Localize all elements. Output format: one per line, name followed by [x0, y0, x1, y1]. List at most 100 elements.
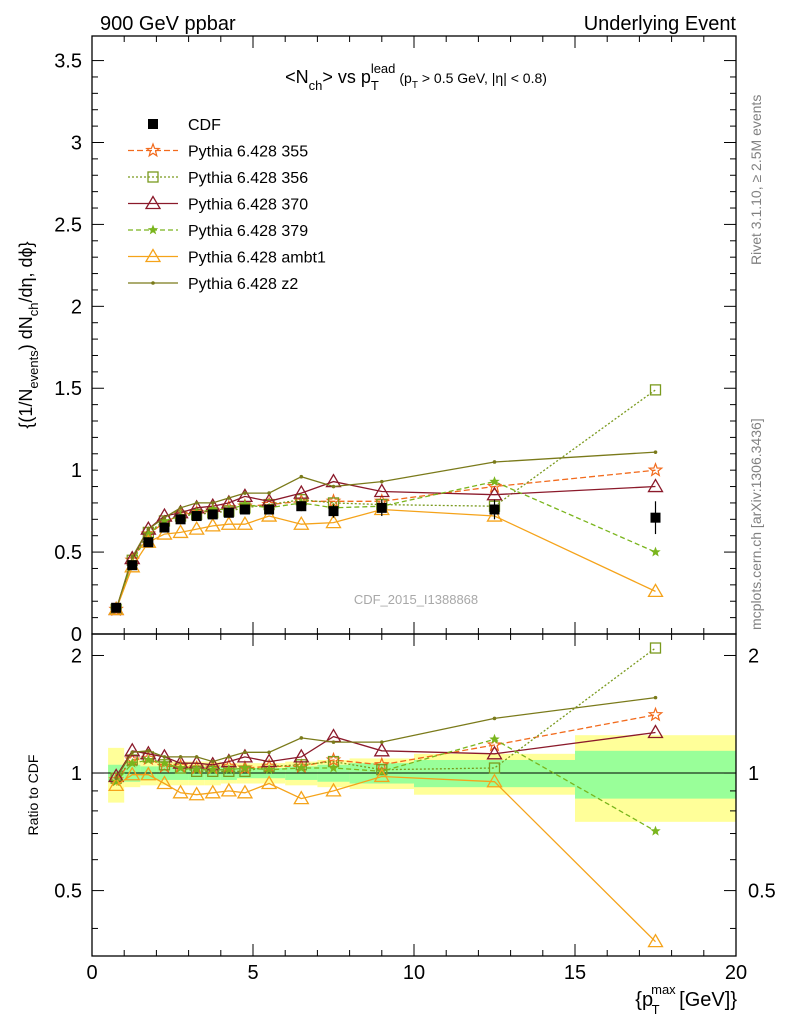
ratio-series-point [114, 776, 118, 781]
data-point [175, 514, 186, 525]
legend-marker [144, 195, 162, 210]
ratio-series-point [489, 733, 500, 744]
series-point [647, 461, 664, 477]
legend-marker [151, 281, 155, 285]
main-ytick-label: 3.5 [54, 51, 82, 73]
main-ytick-label: 2.5 [54, 214, 82, 236]
legend-item-0: CDF [148, 117, 221, 134]
main-ytick-label: 0 [71, 624, 82, 646]
series-point [143, 528, 154, 539]
data-point [207, 509, 218, 520]
ratio-series-point [293, 748, 310, 763]
legend-item-2: Pythia 6.428 356 [128, 170, 308, 187]
legend-label: Pythia 6.428 370 [188, 197, 308, 214]
series-point [207, 504, 218, 514]
ratio-series-point [650, 825, 661, 836]
series-point [236, 515, 254, 530]
ratio-series-point [108, 777, 125, 791]
ratio-series-point [380, 740, 384, 744]
series-point [130, 555, 135, 559]
series-point [227, 496, 231, 500]
ratio-ytick-label-right: 2 [748, 645, 759, 667]
ratio-ylabel: Ratio to CDF [25, 755, 41, 836]
ratio-series-point [647, 706, 664, 722]
ratio-series-point [239, 762, 251, 773]
ratio-series-point [124, 742, 141, 757]
data-point [650, 512, 661, 523]
series-point [194, 501, 199, 505]
ratio-ytick-label-right: 0.5 [748, 881, 776, 903]
main-series-6 [114, 450, 658, 612]
side-text-bottom: mcplots.cern.ch [arXiv:1306.3436] [748, 418, 764, 630]
ratio-series-point [220, 782, 237, 797]
ratio-series-point [373, 742, 390, 757]
ratio-series-point [162, 755, 167, 759]
legend-marker [148, 119, 158, 129]
ratio-series-point [130, 750, 135, 755]
xtick-label: 20 [725, 962, 747, 984]
main-ytick-label: 0.5 [54, 542, 82, 564]
ratio-ytick-label: 1 [71, 763, 82, 785]
series-point [380, 479, 384, 484]
main-ytick-label: 1 [71, 460, 82, 482]
series-point [373, 483, 390, 498]
series-point [267, 491, 271, 495]
ratio-series-point [146, 749, 151, 753]
ratio-series-point [293, 790, 310, 805]
ratio-ytick-label-right: 1 [748, 763, 759, 785]
series-point [486, 478, 503, 494]
ratio-series-point [194, 755, 199, 759]
legend-label: Pythia 6.428 379 [188, 223, 308, 240]
ratio-series-point [175, 762, 186, 773]
series-point [489, 476, 500, 487]
series-point [172, 524, 189, 539]
data-point [296, 501, 307, 512]
ratio-series-point [236, 784, 254, 799]
ratio-series-point [488, 762, 501, 774]
ratio-series-point [492, 716, 497, 721]
ratio-ytick-label: 0.5 [54, 881, 82, 903]
ratio-series-point [486, 773, 503, 788]
series-line [115, 469, 656, 610]
main-ylabel: {(1/Nevents) dNch/dη, dϕ} [16, 241, 41, 428]
series-point [210, 501, 215, 505]
series-point [653, 450, 658, 454]
ratio-series-point [373, 768, 390, 783]
ratio-series-point [172, 784, 189, 799]
series-point [188, 520, 205, 535]
series-point [239, 499, 251, 509]
ratio-series-point [649, 642, 662, 654]
ratio-series-point [299, 736, 304, 740]
legend-marker [145, 142, 161, 158]
ratio-series-point [328, 762, 339, 773]
legend-item-3: Pythia 6.428 370 [128, 195, 308, 214]
legend-item-6: Pythia 6.428 z2 [128, 276, 298, 293]
ratio-series-point [223, 764, 235, 775]
ratio-series-point [647, 724, 664, 739]
series-point [299, 474, 304, 479]
legend-marker [147, 171, 159, 183]
data-point [264, 504, 275, 515]
data-point [239, 504, 250, 515]
ratio-series-point [260, 775, 278, 790]
ratio-panel-frame: 0.5 0.51 12 20 5 10 15 20 [54, 633, 776, 984]
ratio-series-point [647, 933, 664, 948]
series-point [331, 484, 336, 489]
ratio-ytick-label: 2 [71, 645, 82, 667]
ratio-band-stat-14 [575, 750, 736, 799]
ratio-series-point [156, 775, 173, 790]
series-point [156, 525, 173, 540]
data-point [489, 504, 500, 515]
data-point [328, 506, 339, 517]
ratio-series-line [115, 647, 656, 779]
data-point [191, 511, 202, 522]
header-right: Underlying Event [584, 13, 737, 35]
ratio-series-group [108, 642, 664, 948]
series-point [159, 515, 170, 526]
header-left: 900 GeV ppbar [100, 13, 236, 35]
series-point [162, 515, 167, 520]
ratio-series-point [207, 764, 218, 775]
ratio-series-4 [110, 733, 661, 836]
data-point [376, 502, 387, 513]
